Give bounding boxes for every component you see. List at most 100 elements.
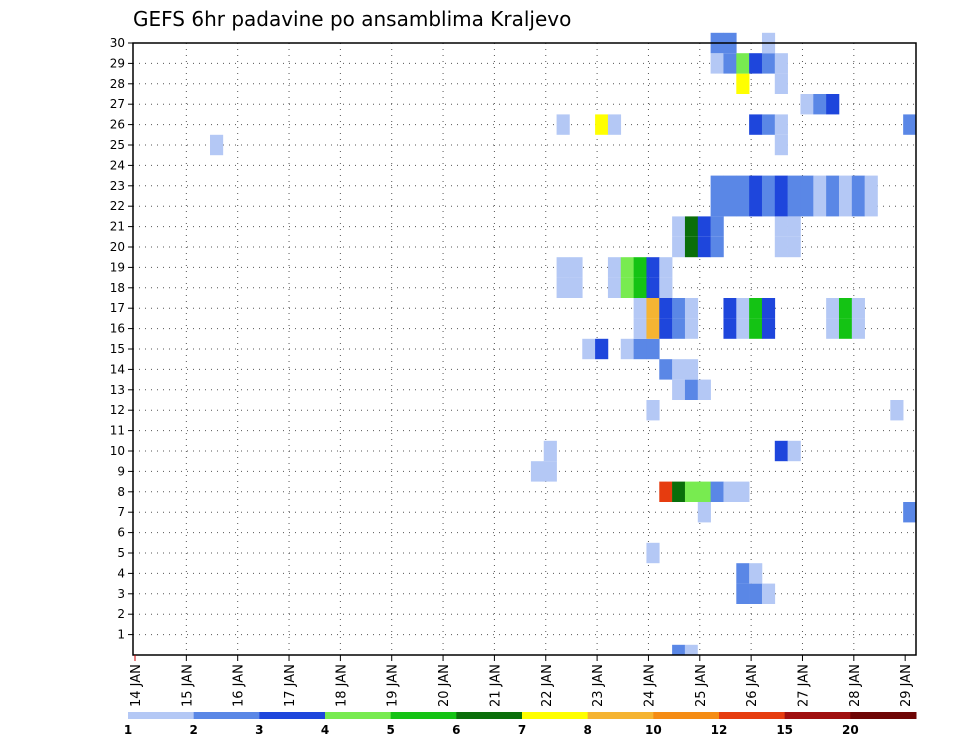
heatmap-cells: [210, 32, 917, 655]
heatmap-cell: [646, 257, 660, 278]
colorbar-label: 4: [321, 723, 329, 737]
heatmap-cell: [736, 481, 750, 502]
heatmap-cell: [684, 359, 699, 380]
heatmap-cell: [659, 359, 673, 380]
x-tick-label: 14 JAN: [129, 664, 144, 707]
heatmap-cell: [723, 481, 737, 502]
colorbar-swatch: [193, 712, 260, 719]
heatmap-cell: [826, 196, 840, 217]
y-tick-label: 5: [117, 546, 125, 560]
heatmap-cell: [569, 277, 583, 298]
heatmap-cell: [659, 257, 673, 278]
heatmap-cell: [774, 440, 788, 462]
heatmap-cell: [761, 53, 776, 74]
x-tick-label: 17 JAN: [283, 664, 298, 707]
heatmap-cell: [723, 298, 737, 319]
heatmap-cell: [210, 134, 224, 156]
y-tick-label: 30: [110, 36, 125, 50]
heatmap-cell: [556, 114, 570, 135]
y-tick-label: 17: [110, 301, 125, 315]
y-axis: 1234567891011121314151617181920212223242…: [110, 36, 133, 642]
x-tick-label: 28 JAN: [848, 664, 863, 707]
heatmap-cell: [749, 318, 763, 339]
y-tick-label: 26: [110, 118, 125, 132]
heatmap-cell: [672, 236, 686, 258]
heatmap-cell: [903, 114, 917, 135]
heatmap-cell: [851, 318, 865, 339]
heatmap-cell: [800, 196, 814, 217]
heatmap-cell: [530, 461, 545, 482]
y-tick-label: 15: [110, 342, 125, 356]
colorbar-label: 10: [645, 723, 662, 737]
heatmap-cell: [684, 644, 698, 655]
heatmap-cell: [736, 196, 750, 217]
heatmap-cell: [813, 175, 827, 196]
heatmap-cell: [672, 318, 686, 339]
heatmap-cell: [646, 542, 660, 564]
heatmap-cell: [607, 277, 622, 298]
heatmap-cell: [697, 379, 711, 400]
heatmap-cell: [774, 236, 788, 258]
heatmap-cell: [684, 481, 699, 502]
heatmap-cell: [672, 216, 686, 237]
heatmap-cell: [697, 236, 711, 258]
y-tick-label: 3: [117, 587, 125, 601]
heatmap-cell: [749, 298, 763, 319]
heatmap-cell: [710, 53, 724, 74]
colorbar-label: 8: [583, 723, 591, 737]
heatmap-cell: [736, 298, 750, 319]
heatmap-cell: [787, 216, 801, 237]
heatmap-cell: [607, 257, 622, 278]
heatmap-cell: [556, 277, 570, 298]
heatmap-cell: [582, 338, 596, 360]
x-tick-label: 20 JAN: [437, 664, 452, 707]
heatmap-cell: [761, 298, 776, 319]
heatmap-cell: [774, 216, 788, 237]
colorbar-swatch: [850, 712, 917, 719]
colorbar-label: 20: [842, 723, 859, 737]
heatmap-cell: [749, 196, 763, 217]
y-tick-label: 25: [110, 138, 125, 152]
heatmap-cell: [620, 338, 634, 360]
heatmap-cell: [774, 175, 788, 196]
y-tick-label: 4: [117, 566, 125, 580]
heatmap-cell: [633, 338, 647, 360]
heatmap-cell: [749, 53, 763, 74]
heatmap-cell: [736, 175, 750, 196]
heatmap-cell: [774, 53, 788, 74]
y-tick-label: 23: [110, 179, 125, 193]
heatmap-cell: [723, 196, 737, 217]
y-tick-label: 12: [110, 403, 125, 417]
y-tick-label: 22: [110, 199, 125, 213]
heatmap-cell: [633, 257, 647, 278]
x-tick-label: 22 JAN: [540, 664, 555, 707]
colorbar-swatch: [390, 712, 457, 719]
heatmap-cell: [749, 114, 763, 135]
heatmap-cell: [710, 216, 724, 237]
heatmap-cell: [761, 196, 776, 217]
heatmap-cell: [826, 318, 840, 339]
heatmap-cell: [659, 277, 673, 298]
y-tick-label: 10: [110, 444, 125, 458]
heatmap-cell: [838, 175, 853, 196]
heatmap-cell: [710, 236, 724, 258]
heatmap-cell: [646, 277, 660, 298]
heatmap-cell: [749, 583, 763, 604]
colorbar-label: 15: [776, 723, 793, 737]
heatmap-cell: [543, 440, 557, 462]
y-tick-label: 14: [110, 362, 125, 376]
heatmap-cell: [838, 318, 853, 339]
heatmap-cell: [864, 196, 878, 217]
x-tick-label: 23 JAN: [591, 664, 606, 707]
heatmap-cell: [710, 196, 724, 217]
heatmap-cell: [607, 114, 622, 135]
heatmap-cell: [659, 298, 673, 319]
heatmap-cell: [710, 481, 724, 502]
x-tick-label: 24 JAN: [642, 664, 657, 707]
y-tick-label: 20: [110, 240, 125, 254]
heatmap-cell: [851, 196, 865, 217]
x-tick-label: 29 JAN: [899, 664, 914, 707]
heatmap-cell: [672, 298, 686, 319]
heatmap-cell: [813, 196, 827, 217]
